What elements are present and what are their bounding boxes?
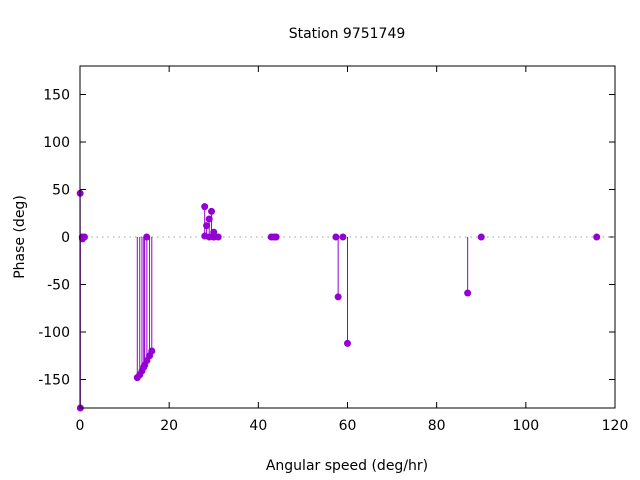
- data-point: [80, 233, 88, 241]
- y-tick-label: -150: [38, 373, 70, 389]
- data-point: [205, 215, 213, 223]
- data-point: [332, 233, 340, 241]
- x-tick-label: 100: [512, 418, 539, 434]
- plot-frame: [79, 65, 616, 409]
- y-tick-label: 100: [43, 135, 70, 151]
- y-tick-label: 150: [43, 88, 70, 104]
- x-tick-label: 20: [160, 418, 178, 434]
- x-tick-label: 120: [602, 418, 629, 434]
- data-point: [143, 233, 151, 241]
- data-point: [344, 339, 351, 347]
- chart-title: Station 9751749: [289, 26, 406, 42]
- y-tick-label: 50: [52, 183, 70, 199]
- data-point: [203, 222, 211, 230]
- x-tick-label: 80: [428, 418, 446, 434]
- x-tick-label: 60: [339, 418, 357, 434]
- y-tick-label: -100: [38, 325, 70, 341]
- y-tick-label: -50: [47, 278, 70, 294]
- data-point: [201, 203, 209, 211]
- x-tick-label: 0: [76, 418, 85, 434]
- x-axis-label: Angular speed (deg/hr): [266, 458, 428, 474]
- data-point: [464, 289, 472, 297]
- data-point: [148, 347, 156, 355]
- y-tick-label: 0: [61, 230, 70, 246]
- data-point: [339, 233, 347, 241]
- data-point: [593, 233, 601, 241]
- data-point: [272, 233, 280, 241]
- y-axis-label: Phase (deg): [12, 195, 28, 279]
- data-point: [477, 233, 485, 241]
- data-point: [208, 207, 216, 215]
- data-point: [334, 293, 342, 301]
- x-tick-label: 40: [249, 418, 267, 434]
- data-point: [214, 233, 222, 241]
